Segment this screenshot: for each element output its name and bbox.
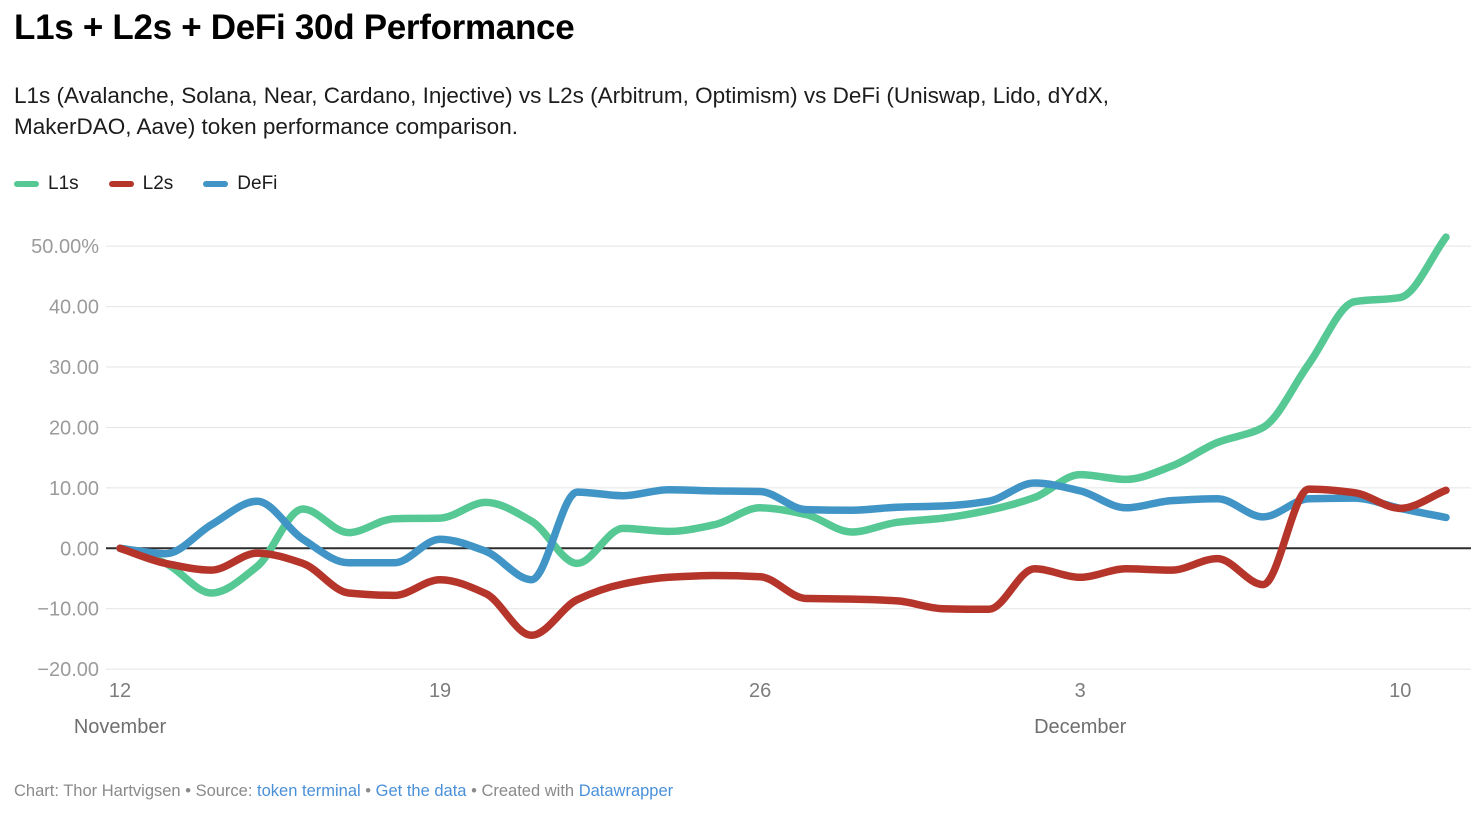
legend-item-defi: DeFi — [203, 173, 277, 195]
separator-dot: • — [365, 782, 376, 800]
x-axis-month-label: November — [74, 716, 167, 738]
chart-subtitle: L1s (Avalanche, Solana, Near, Cardano, I… — [14, 80, 1109, 142]
x-axis-month-label: December — [1034, 716, 1127, 738]
x-axis-tick-label: 19 — [429, 680, 451, 702]
y-axis-tick-label: 10.00 — [49, 478, 99, 500]
separator-dot: • — [471, 782, 482, 800]
datawrapper-link[interactable]: Datawrapper — [578, 782, 674, 800]
x-axis-tick-label: 10 — [1389, 680, 1411, 702]
subtitle-line-2: MakerDAO, Aave) token performance compar… — [14, 114, 518, 139]
y-axis-tick-label: 30.00 — [49, 357, 99, 379]
legend-label-l2s: L2s — [142, 173, 174, 194]
y-axis-tick-label: 0.00 — [60, 538, 99, 560]
l1s-line-swatch — [14, 181, 39, 187]
subtitle-line-1: L1s (Avalanche, Solana, Near, Cardano, I… — [14, 83, 1110, 108]
defi-line-swatch — [203, 181, 229, 187]
separator-dot: • — [185, 782, 196, 800]
page-title: L1s + L2s + DeFi 30d Performance — [14, 8, 575, 47]
x-axis-tick-label: 12 — [109, 680, 131, 702]
series-line-l1s — [116, 233, 1450, 597]
y-axis-tick-label: −10.00 — [37, 599, 99, 621]
source-link[interactable]: token terminal — [257, 782, 361, 800]
l2s-line-swatch — [108, 181, 134, 187]
x-axis-tick-label: 3 — [1075, 680, 1086, 702]
y-axis-tick-label: 20.00 — [49, 417, 99, 439]
x-axis-tick-label: 26 — [749, 680, 771, 702]
y-axis-tick-label: −20.00 — [37, 659, 99, 681]
chart-legend: L1s L2s DeFi — [14, 173, 277, 195]
source-label: Source: — [195, 782, 253, 800]
y-axis-tick-label: 40.00 — [49, 297, 99, 319]
legend-label-l1s: L1s — [48, 173, 79, 194]
created-with-label: Created with — [481, 782, 575, 800]
legend-label-defi: DeFi — [237, 173, 278, 194]
chart-credit: Chart: Thor Hartvigsen — [14, 782, 181, 800]
series-line-defi — [116, 479, 1450, 584]
y-axis-tick-label: 50.00% — [31, 236, 99, 258]
get-the-data-link[interactable]: Get the data — [375, 782, 467, 800]
series-line-l2s — [116, 485, 1450, 640]
legend-item-l1s: L1s — [14, 173, 79, 195]
legend-item-l2s: L2s — [108, 173, 174, 195]
chart-footer: Chart: Thor Hartvigsen • Source: token t… — [14, 782, 673, 801]
